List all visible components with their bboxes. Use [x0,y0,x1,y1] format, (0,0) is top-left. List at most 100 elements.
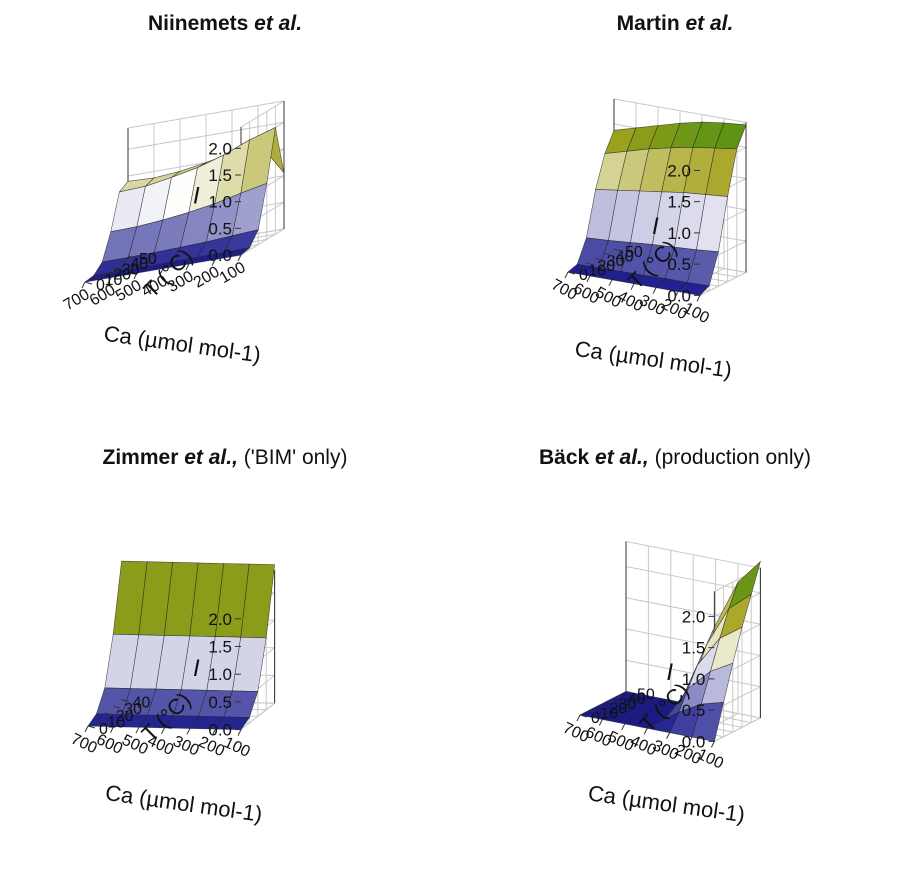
y-tick [127,255,136,259]
y-tick-label: 40 [133,695,151,712]
y-tick [104,712,112,716]
x-tick [666,732,671,739]
z-axis: 0.0 0.5 1.0 1.5 2.0 I [666,607,715,751]
x-tick [630,283,635,290]
y-tick-label: 40 [130,256,148,273]
y-tick-label: 40 [628,691,646,708]
x-tick [710,741,715,748]
x-tick [107,277,112,284]
gridline [699,271,747,296]
x-tick-label: 200 [191,264,223,292]
surface-cell [87,713,123,727]
x-axis-label: Ca (µmol mol-1) [573,336,733,383]
z-tick-label: 0.5 [208,219,232,238]
surface [567,121,747,296]
z-axis-label: I [193,182,200,209]
x-tick [674,291,679,298]
y-tick-label: 30 [607,253,625,270]
y-tick-label: 20 [116,708,134,725]
z-tick-label: 1.5 [208,637,232,656]
z-tick-label: 0.0 [667,286,691,305]
x-tick [84,725,89,733]
y-tick [625,691,634,694]
y-tick [586,262,594,266]
y-tick [93,276,101,280]
y-tick-label: 30 [122,261,140,278]
z-axis-label: I [666,659,673,686]
y-tick [84,281,93,285]
y-tick-label: 20 [597,258,615,275]
y-tick [119,260,127,264]
z-tick-label: 1.0 [208,665,232,684]
chart-title: Niinemets et al. [0,12,450,36]
surface-plot: 0.00.51.01.52.0I700600500400300200100Ca … [560,541,762,827]
title-author: Bäck [538,446,590,469]
y-tick [113,705,121,709]
y-tick-label: 0 [579,267,588,284]
surface [84,126,285,283]
y-tick [589,709,597,713]
z-axis: 0.0 0.5 1.0 1.5 2.0 I [652,161,700,305]
y-tick-label: 30 [124,701,142,718]
z-tick-label: 0.0 [208,246,232,265]
y-tick [110,265,118,269]
y-tick-label: 10 [588,262,606,279]
x-axis-label: Ca (µmol mol-1) [104,780,264,827]
x-tick [237,729,242,736]
x-tick [211,259,216,266]
z-tick-label: 1.0 [667,224,691,243]
title-etal: et al. [254,12,303,35]
x-tick [576,714,581,722]
surface-cell [84,270,120,283]
surface-plot: 0.00.51.01.52.0I700600500400300200100Ca … [548,98,748,383]
y-tick [87,725,96,729]
x-tick [212,728,216,736]
z-tick-label: 0.5 [667,255,691,274]
x-tick [186,728,191,735]
surface-plot: 0.00.51.01.52.0I700600500400300200100Ca … [61,100,285,367]
z-axis-label: I [652,213,659,240]
x-tick-label: 100 [221,734,252,761]
surface-cell [567,263,600,277]
x-tick [133,272,138,280]
y-tick [567,271,576,275]
panel-back: Bäck et al., (production only) 0.0 0.5 1.0… [450,434,900,868]
z-axis-label: I [193,655,200,682]
x-tick-label: 700 [61,286,93,314]
y-tick [604,253,612,257]
z-tick-label: 0.0 [682,732,706,751]
title-etal: et al., [595,446,649,469]
gridline [240,228,285,256]
surface [579,560,761,742]
x-tick [643,727,648,735]
y-tick-label: 10 [600,705,618,722]
x-tick [81,281,86,289]
panel-zimmer: Zimmer et al., ('BIM' only) 0.0 0.5 1.0 1.5… [0,434,450,868]
z-tick-label: 2.0 [208,139,232,158]
y-tick-label: 10 [105,272,123,289]
x-axis-label: Ca (µmol mol-1) [587,780,747,827]
z-tick-label: 0.5 [682,701,706,720]
surface-plot: 0.00.51.01.52.0I700600500400300200100Ca … [68,560,277,827]
x-tick [159,268,164,275]
x-tick [598,719,603,726]
y-tick-label: 30 [619,696,637,713]
y-tick-label: 0 [591,710,600,727]
x-tick [110,726,114,733]
panel-martin: Martin et al. 0.0 0.5 1.0 1.5 2.0 I 700 600 500 4… [450,0,900,434]
x-tick [237,254,242,262]
z-tick-label: 1.5 [682,639,706,658]
z-tick-label: 0.5 [208,693,232,712]
x-tick [185,263,190,271]
chart-title: Zimmer et al., ('BIM' only) [0,446,450,470]
y-tick [96,718,104,722]
x-tick [586,275,591,283]
y-tick [579,714,588,718]
z-tick-label: 1.5 [667,193,691,212]
y-tick [613,248,622,252]
x-tick [608,279,613,287]
z-tick-label: 2.0 [208,610,232,629]
panel-niinemets: Niinemets et al. 0.0 0.5 1.0 1.5 2.0 I 700 600 5… [0,0,450,434]
z-tick-label: 2.0 [682,607,706,626]
